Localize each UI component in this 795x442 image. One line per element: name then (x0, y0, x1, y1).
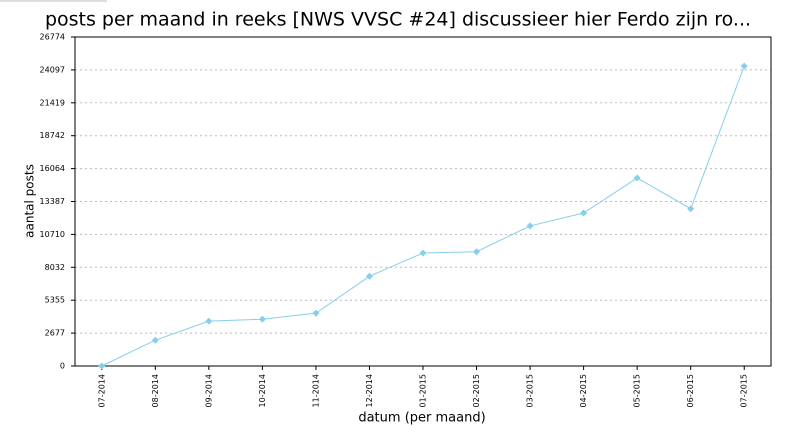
x-tick-label: 07-2014 (97, 374, 106, 407)
y-tick-label: 0 (60, 362, 65, 371)
x-tick-label: 11-2014 (311, 374, 320, 407)
x-tick-label: 10-2014 (258, 374, 267, 407)
y-tick-label: 24097 (40, 65, 65, 74)
data-point (312, 309, 320, 317)
data-point (151, 336, 159, 344)
x-tick-label: 07-2015 (740, 374, 749, 407)
x-tick-label: 08-2014 (151, 374, 160, 407)
x-tick-label: 03-2015 (526, 374, 535, 407)
x-axis-label: datum (per maand) (358, 411, 485, 426)
data-point (419, 249, 427, 257)
chart-title: posts per maand in reeks [NWS VVSC #24] … (45, 9, 751, 31)
x-tick-label: 06-2015 (686, 374, 695, 407)
y-tick-label: 21419 (40, 98, 65, 107)
x-tick-label: 09-2014 (204, 374, 213, 407)
y-tick-label: 26774 (40, 33, 65, 42)
y-tick-label: 13387 (40, 197, 65, 206)
data-point (526, 222, 534, 230)
data-point (473, 248, 481, 256)
x-tick-label: 02-2015 (472, 374, 481, 407)
data-point (633, 174, 641, 182)
data-point (98, 362, 106, 370)
data-point (580, 209, 588, 217)
data-point (205, 317, 213, 325)
series-line (101, 65, 745, 367)
data-point (687, 205, 695, 213)
data-point (365, 272, 373, 280)
y-tick-label: 18742 (40, 131, 65, 140)
y-tick-label: 16064 (40, 164, 65, 173)
data-point (258, 315, 266, 323)
y-tick-label: 8032 (45, 263, 65, 272)
x-tick-label: 12-2014 (365, 374, 374, 407)
y-tick-label: 2677 (45, 329, 65, 338)
x-tick-label: 01-2015 (419, 374, 428, 407)
data-point (740, 62, 748, 70)
y-axis-label: aantal posts (23, 164, 37, 238)
x-tick-label: 05-2015 (633, 374, 642, 407)
top-bar (0, 0, 107, 2)
y-tick-label: 10710 (40, 230, 65, 239)
x-tick-label: 04-2015 (579, 374, 588, 407)
y-tick-label: 5355 (45, 296, 65, 305)
